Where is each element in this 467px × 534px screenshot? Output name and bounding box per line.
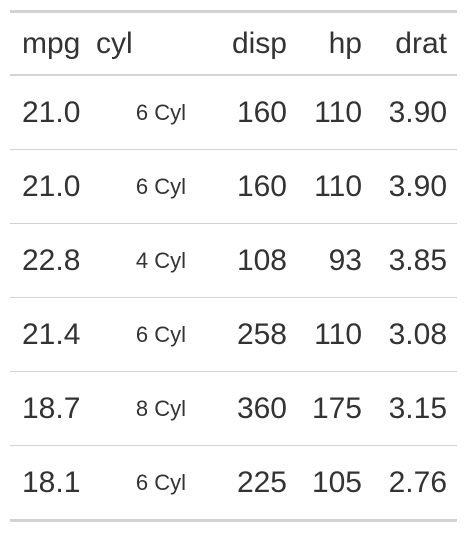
cell-hp: 110 <box>297 297 372 372</box>
cell-drat: 3.08 <box>372 297 457 372</box>
table-row: 18.7 8 Cyl 360 175 3.15 <box>10 371 457 446</box>
cell-cyl: 4 Cyl <box>96 223 189 298</box>
cell-disp: 360 <box>189 371 297 446</box>
table-header-row: mpg cyl disp hp drat <box>10 11 457 76</box>
data-table: mpg cyl disp hp drat 21.0 6 Cyl 160 110 … <box>10 10 457 522</box>
table-row: 22.8 4 Cyl 108 93 3.85 <box>10 223 457 298</box>
cell-drat: 3.15 <box>372 371 457 446</box>
table-row: 18.1 6 Cyl 225 105 2.76 <box>10 446 457 521</box>
cell-hp: 175 <box>297 371 372 446</box>
cell-cyl: 6 Cyl <box>96 149 189 224</box>
column-header-mpg: mpg <box>10 11 96 76</box>
cell-mpg: 21.4 <box>10 297 96 372</box>
column-header-hp: hp <box>297 11 372 76</box>
cell-hp: 105 <box>311 465 362 499</box>
table-row: 21.0 6 Cyl 160 110 3.90 <box>10 75 457 150</box>
column-header-cyl: cyl <box>96 11 189 76</box>
cell-drat: 2.76 <box>388 465 447 499</box>
cell-drat: 3.90 <box>372 149 457 224</box>
cell-cyl: 6 Cyl <box>96 75 189 150</box>
cell-cyl: 6 Cyl <box>135 469 186 495</box>
cell-drat: 3.90 <box>372 75 457 150</box>
cell-disp: 108 <box>189 223 297 298</box>
column-header-disp: disp <box>189 11 297 76</box>
cell-disp: 225 <box>236 465 287 499</box>
cell-disp: 258 <box>189 297 297 372</box>
table-row: 21.0 6 Cyl 160 110 3.90 <box>10 149 457 224</box>
cell-disp: 160 <box>189 149 297 224</box>
cell-mpg: 21.0 <box>10 75 96 150</box>
cell-mpg: 18.7 <box>10 371 96 446</box>
cell-drat: 3.85 <box>372 223 457 298</box>
column-header-drat: drat <box>372 11 457 76</box>
cell-disp: 160 <box>189 75 297 150</box>
cell-cyl: 8 Cyl <box>96 371 189 446</box>
cell-hp: 110 <box>297 75 372 150</box>
table-row: 21.4 6 Cyl 258 110 3.08 <box>10 297 457 372</box>
cell-cyl: 6 Cyl <box>96 297 189 372</box>
cell-mpg: 18.1 <box>22 465 81 499</box>
cell-mpg: 21.0 <box>10 149 96 224</box>
cell-hp: 110 <box>297 149 372 224</box>
data-table-container: mpg cyl disp hp drat 21.0 6 Cyl 160 110 … <box>10 10 457 522</box>
cell-hp: 93 <box>297 223 372 298</box>
cell-mpg: 22.8 <box>10 223 96 298</box>
